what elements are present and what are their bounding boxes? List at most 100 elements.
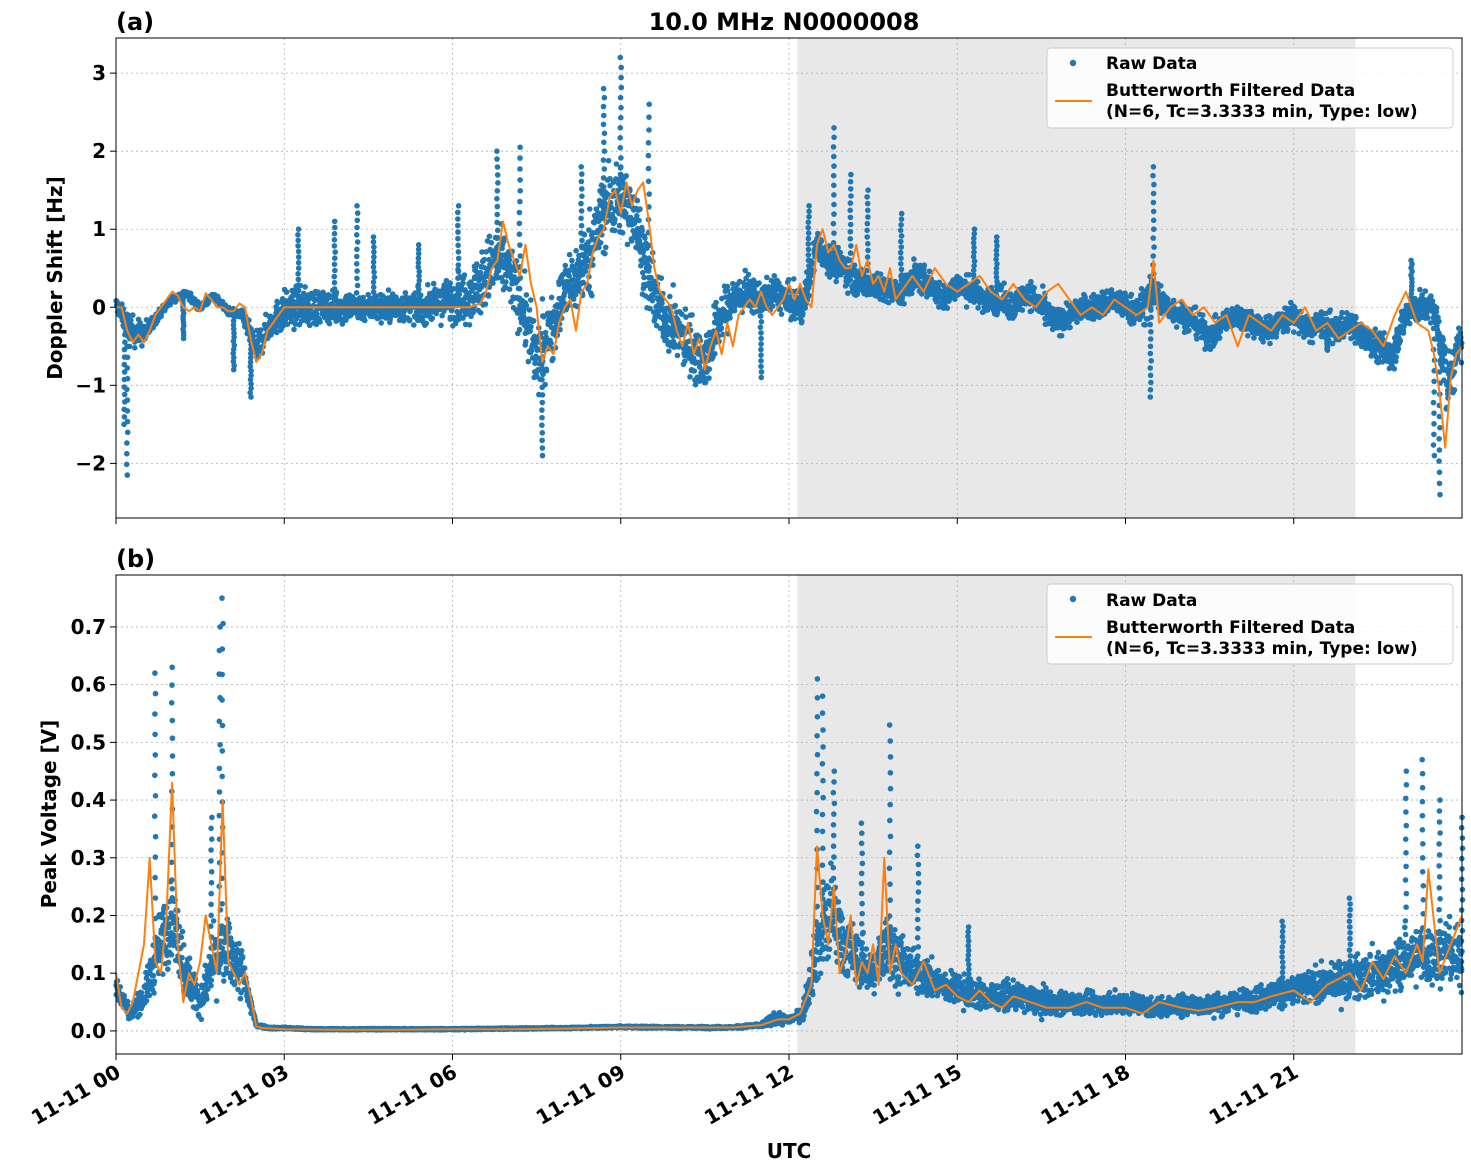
raw-point bbox=[1245, 333, 1251, 339]
raw-point bbox=[1291, 329, 1297, 335]
raw-point bbox=[569, 258, 575, 264]
raw-point bbox=[1260, 339, 1266, 345]
raw-point bbox=[625, 242, 631, 248]
raw-point bbox=[1074, 319, 1080, 325]
raw-point bbox=[806, 293, 812, 299]
raw-point bbox=[1020, 307, 1026, 313]
raw-point bbox=[489, 240, 495, 246]
raw-point bbox=[727, 315, 733, 321]
raw-point bbox=[791, 276, 797, 282]
raw-point bbox=[945, 305, 951, 311]
raw-point bbox=[503, 279, 509, 285]
raw-point bbox=[617, 223, 623, 229]
raw-point bbox=[531, 318, 537, 324]
raw-point bbox=[378, 320, 384, 326]
raw-point bbox=[1193, 304, 1199, 310]
raw-point bbox=[637, 206, 643, 212]
raw-point bbox=[573, 248, 579, 254]
raw-point bbox=[1158, 283, 1164, 289]
raw-point bbox=[562, 290, 568, 296]
raw-point bbox=[800, 311, 806, 317]
raw-point bbox=[386, 287, 392, 293]
raw-point bbox=[746, 272, 752, 278]
raw-point bbox=[1029, 308, 1035, 314]
raw-point bbox=[362, 318, 368, 324]
raw-point bbox=[482, 257, 488, 263]
raw-point bbox=[847, 277, 853, 283]
raw-point bbox=[639, 228, 645, 234]
raw-point bbox=[603, 245, 609, 251]
raw-point bbox=[606, 158, 612, 164]
raw-point bbox=[1381, 330, 1387, 336]
panel-a-letter: (a) bbox=[116, 8, 154, 36]
raw-point bbox=[612, 228, 618, 234]
raw-point bbox=[1217, 335, 1223, 341]
raw-point bbox=[527, 307, 533, 313]
raw-point bbox=[623, 173, 629, 179]
raw-point bbox=[522, 268, 528, 274]
raw-point bbox=[507, 286, 513, 292]
raw-point bbox=[130, 312, 136, 318]
raw-point bbox=[612, 217, 618, 223]
raw-point bbox=[548, 340, 554, 346]
raw-point bbox=[478, 310, 484, 316]
raw-point bbox=[1392, 366, 1398, 372]
raw-point bbox=[666, 348, 672, 354]
raw-point bbox=[1186, 328, 1192, 334]
raw-point bbox=[687, 374, 693, 380]
raw-point bbox=[770, 303, 776, 309]
raw-point bbox=[922, 262, 928, 268]
figure-title: 10.0 MHz N0000008 bbox=[649, 8, 920, 36]
raw-point bbox=[360, 295, 366, 301]
raw-point bbox=[523, 339, 529, 345]
raw-point bbox=[528, 297, 534, 303]
raw-point bbox=[467, 322, 473, 328]
raw-point bbox=[291, 327, 297, 333]
raw-point bbox=[602, 251, 608, 257]
raw-point bbox=[483, 301, 489, 307]
raw-point bbox=[528, 324, 534, 330]
raw-point bbox=[675, 353, 681, 359]
raw-point bbox=[1165, 297, 1171, 303]
raw-point bbox=[697, 364, 703, 370]
raw-point bbox=[487, 234, 493, 240]
raw-point bbox=[462, 272, 468, 278]
raw-point bbox=[1327, 307, 1333, 313]
raw-point bbox=[139, 343, 145, 349]
raw-point bbox=[964, 304, 970, 310]
raw-point bbox=[438, 323, 444, 329]
raw-point bbox=[478, 270, 484, 276]
raw-point bbox=[706, 375, 712, 381]
raw-point bbox=[792, 316, 798, 322]
raw-point bbox=[302, 284, 308, 290]
raw-point bbox=[659, 301, 665, 307]
raw-point bbox=[719, 325, 725, 331]
raw-point bbox=[1353, 315, 1359, 321]
raw-point bbox=[1200, 312, 1206, 318]
raw-point bbox=[524, 292, 530, 298]
raw-point bbox=[524, 303, 530, 309]
raw-point bbox=[563, 263, 569, 269]
raw-point bbox=[683, 306, 689, 312]
raw-point bbox=[517, 327, 523, 333]
raw-point bbox=[549, 295, 555, 301]
raw-point bbox=[642, 235, 648, 241]
raw-point bbox=[756, 280, 762, 286]
raw-point bbox=[550, 356, 556, 362]
raw-point bbox=[507, 257, 513, 263]
raw-point bbox=[650, 298, 656, 304]
raw-point bbox=[598, 240, 604, 246]
raw-point bbox=[490, 280, 496, 286]
raw-point bbox=[1285, 326, 1291, 332]
raw-point bbox=[284, 289, 290, 295]
panel-a-ylabel: Doppler Shift [Hz] bbox=[43, 176, 67, 380]
raw-point bbox=[589, 293, 595, 299]
raw-point bbox=[636, 218, 642, 224]
raw-point bbox=[667, 294, 673, 300]
raw-point bbox=[833, 279, 839, 285]
raw-point bbox=[1001, 280, 1007, 286]
raw-point bbox=[689, 312, 695, 318]
raw-point bbox=[587, 206, 593, 212]
raw-point bbox=[132, 345, 138, 351]
